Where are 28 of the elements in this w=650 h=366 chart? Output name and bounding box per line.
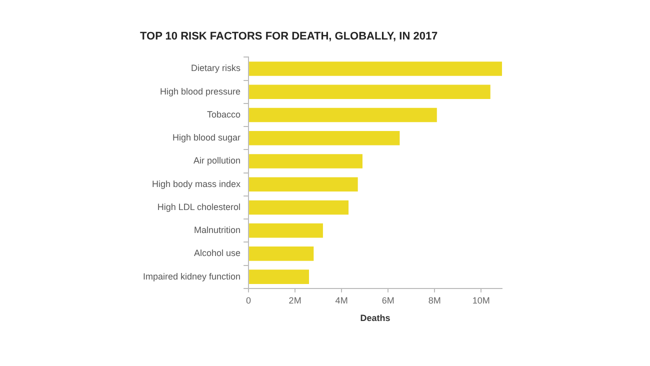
y-tick-label: High blood pressure — [160, 86, 241, 96]
y-tick-label: Alcohol use — [194, 248, 241, 258]
bar — [249, 200, 349, 215]
y-tick-label: Malnutrition — [194, 225, 241, 236]
bar — [249, 84, 490, 100]
x-tick-label: 10M — [472, 295, 490, 306]
bar — [249, 154, 362, 168]
bar — [249, 177, 358, 192]
x-axis-title: Deaths — [360, 313, 390, 324]
x-tick-label: 6M — [382, 295, 394, 306]
y-tick-label: Tobacco — [207, 109, 241, 120]
y-tick-label: Dietary risks — [191, 63, 242, 74]
bar — [249, 130, 400, 146]
x-tick-label: 8M — [428, 295, 441, 306]
y-tick-label: High blood sugar — [172, 132, 241, 143]
x-tick-label: 2M — [288, 295, 302, 306]
bar — [249, 62, 502, 76]
y-tick-label: High LDL cholesterol — [157, 202, 241, 212]
bar — [249, 108, 437, 122]
x-tick-label: 0 — [246, 295, 252, 306]
bar — [249, 270, 310, 284]
y-tick-label: High body mass index — [152, 178, 242, 189]
x-tick-label: 4M — [335, 295, 348, 306]
bar — [249, 223, 323, 238]
y-tick-label: Impaired kidney function — [142, 271, 241, 282]
y-tick-label: Air pollution — [194, 156, 241, 166]
chart-title: TOP 10 RISK FACTORS FOR DEATH, GLOBALLY, IN 2017 — [140, 30, 438, 43]
bar — [249, 246, 314, 261]
